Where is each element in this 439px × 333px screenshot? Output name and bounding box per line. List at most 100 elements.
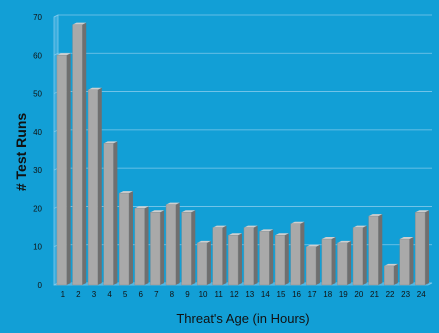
bar-front — [243, 227, 254, 286]
y-tick-labels: 0 10 20 30 40 50 60 70 — [33, 13, 42, 290]
bar-top — [88, 87, 102, 90]
bars — [56, 22, 430, 286]
x-tick-label: 2 — [76, 290, 81, 299]
bar-side — [175, 202, 180, 285]
gridline-depth — [53, 52, 59, 56]
x-tick-label: 7 — [154, 290, 159, 299]
bar — [150, 210, 165, 286]
bar-front — [274, 235, 285, 286]
bar-side — [315, 244, 320, 285]
bar-front — [415, 212, 426, 286]
y-tick-label: 30 — [33, 166, 42, 175]
bar-top — [353, 225, 367, 228]
y-tick-label: 50 — [33, 90, 42, 99]
bar-side — [425, 210, 430, 285]
bar-side — [97, 87, 102, 285]
x-tick-label: 14 — [261, 290, 270, 299]
x-tick-label: 4 — [107, 290, 112, 299]
bar-top — [56, 53, 71, 56]
bar-front — [337, 242, 348, 286]
bar — [352, 225, 367, 286]
bar — [399, 237, 414, 286]
bar-front — [384, 265, 395, 286]
y-tick-label: 10 — [33, 243, 42, 252]
bar-side — [206, 240, 211, 285]
x-tick-label: 13 — [245, 290, 254, 299]
bar-top — [399, 237, 414, 240]
bar-front — [134, 208, 145, 286]
x-tick-label: 22 — [386, 290, 395, 299]
x-tick-label: 19 — [339, 290, 348, 299]
x-tick-label: 10 — [199, 290, 208, 299]
x-tick-label: 15 — [277, 290, 286, 299]
bar-top — [72, 22, 87, 25]
bar — [197, 240, 211, 286]
x-tick-label: 16 — [292, 290, 301, 299]
bar-top — [275, 233, 289, 236]
x-tick-labels: 1 2 3 4 5 6 7 8 9 10 11 12 13 14 15 16 17 18 19 20 21 22 23 24 — [61, 290, 427, 299]
bar — [337, 240, 352, 286]
x-tick-label: 21 — [370, 290, 379, 299]
bar-top — [150, 210, 165, 213]
bar-top — [212, 225, 227, 228]
bar — [212, 225, 227, 286]
bar — [384, 263, 398, 286]
bar-front — [368, 215, 379, 286]
bar-side — [128, 191, 133, 285]
bar — [181, 210, 196, 286]
bar — [321, 237, 336, 286]
bar-front — [87, 89, 98, 286]
x-tick-label: 3 — [92, 290, 97, 299]
bar-top — [384, 263, 398, 266]
bar-top — [181, 210, 196, 213]
x-tick-label: 11 — [214, 290, 223, 299]
bar-top — [321, 237, 336, 240]
bar-top — [415, 210, 430, 213]
bar-front — [197, 242, 208, 286]
bar-side — [378, 214, 383, 285]
bar-front — [306, 246, 317, 286]
bar-side — [331, 237, 336, 285]
x-tick-label: 17 — [308, 290, 317, 299]
bar — [415, 210, 430, 286]
y-tick-label: 70 — [33, 13, 42, 22]
bar — [290, 221, 305, 286]
bar-side — [393, 263, 398, 285]
bar-top — [228, 233, 243, 236]
bar — [134, 206, 149, 286]
bar-front — [290, 223, 301, 286]
x-tick-label: 23 — [401, 290, 410, 299]
bar-top — [134, 206, 149, 209]
bar-front — [352, 227, 363, 286]
x-tick-label: 12 — [230, 290, 239, 299]
bar-side — [113, 141, 118, 285]
x-tick-label: 9 — [185, 290, 190, 299]
bar-top — [259, 229, 274, 232]
bar-front — [150, 212, 161, 286]
bar — [165, 202, 180, 286]
y-tick-label: 0 — [38, 281, 43, 290]
x-tick-label: 5 — [123, 290, 128, 299]
bar — [87, 87, 102, 286]
bar-side — [222, 225, 227, 285]
x-tick-label: 20 — [354, 290, 363, 299]
bar-top — [103, 141, 118, 144]
y-tick-label: 20 — [33, 204, 42, 213]
bar-top — [119, 191, 133, 194]
bar-side — [300, 221, 305, 285]
bar-front — [56, 55, 67, 286]
x-tick-label: 8 — [170, 290, 175, 299]
bar — [259, 229, 274, 286]
bar-front — [259, 231, 270, 286]
x-axis-title: Threat's Age (in Hours) — [176, 311, 309, 326]
bar — [274, 233, 289, 286]
bar-side — [238, 233, 243, 285]
bar-side — [409, 237, 414, 285]
bar-front — [228, 235, 239, 286]
bar-side — [191, 210, 196, 285]
bar-side — [82, 22, 87, 286]
gridline-depth — [53, 14, 59, 18]
bar-front — [103, 143, 114, 286]
